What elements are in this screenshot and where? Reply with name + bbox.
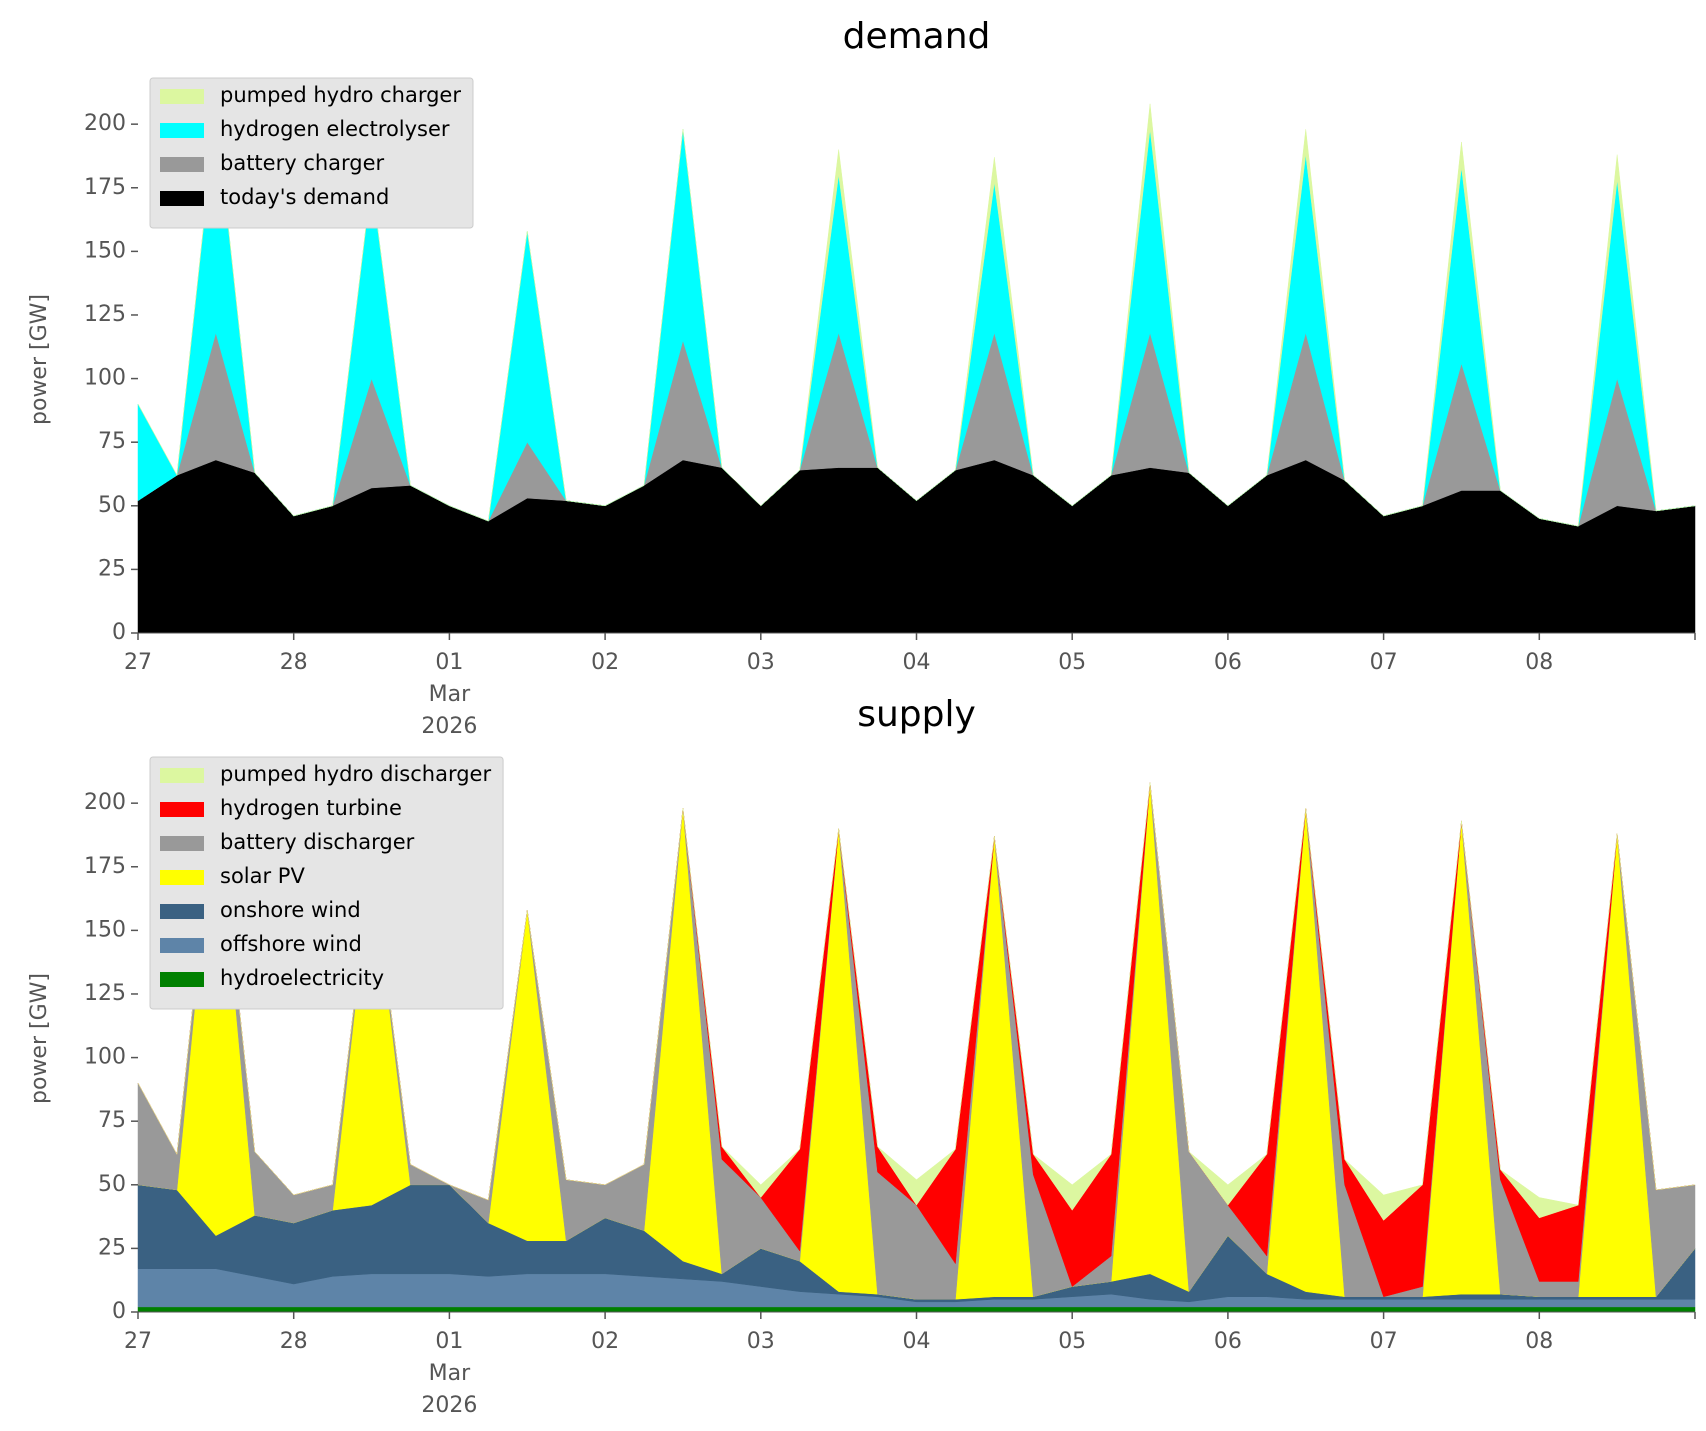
- x-year-label: 2026: [421, 1393, 477, 1418]
- legend-label: battery charger: [220, 151, 385, 175]
- x-tick-label: 02: [591, 1329, 619, 1354]
- y-axis-label: power [GW]: [27, 294, 52, 425]
- y-tick-label: 200: [84, 111, 126, 136]
- y-tick-label: 75: [98, 429, 126, 454]
- legend-swatch: [160, 802, 204, 817]
- y-tick-label: 125: [84, 981, 126, 1006]
- y-tick-label: 100: [84, 366, 126, 391]
- x-month-label: Mar: [429, 1361, 471, 1386]
- legend-swatch: [160, 870, 204, 885]
- legend-swatch: [160, 157, 204, 172]
- x-tick-label: 04: [903, 1329, 931, 1354]
- legend-box: [149, 77, 474, 229]
- legend: pumped hydro charger hydrogen electrolyse…: [149, 77, 474, 229]
- x-tick-label: 27: [124, 650, 152, 675]
- legend-label: hydrogen turbine: [220, 796, 402, 820]
- legend-label: pumped hydro discharger: [220, 762, 491, 786]
- y-tick-label: 100: [84, 1045, 126, 1070]
- legend-swatch: [160, 123, 204, 138]
- area: [137, 103, 1696, 527]
- chart-title: demand: [843, 16, 991, 57]
- x-month-label: Mar: [429, 682, 471, 707]
- x-tick-label: 27: [124, 1329, 152, 1354]
- x-tick-label: 06: [1214, 650, 1242, 675]
- x-year-label: 2026: [421, 714, 477, 739]
- legend-swatch: [160, 89, 204, 104]
- x-tick-label: 28: [280, 1329, 308, 1354]
- x-tick-label: 07: [1370, 1329, 1398, 1354]
- y-tick-label: 50: [98, 493, 126, 518]
- y-tick-label: 75: [98, 1108, 126, 1133]
- x-tick-label: 06: [1214, 1329, 1242, 1354]
- legend-swatch: [160, 938, 204, 953]
- y-axis-label: power [GW]: [27, 973, 52, 1104]
- x-tick-label: 01: [435, 650, 463, 675]
- x-tick-label: 03: [747, 1329, 775, 1354]
- x-tick-label: 08: [1525, 1329, 1553, 1354]
- y-tick-label: 25: [98, 556, 126, 581]
- legend-label: onshore wind: [220, 898, 361, 922]
- x-tick-label: 03: [747, 650, 775, 675]
- x-tick-label: 05: [1058, 1329, 1086, 1354]
- legend-swatch: [160, 768, 204, 783]
- legend-label: pumped hydro charger: [220, 83, 461, 107]
- y-tick-label: 50: [98, 1172, 126, 1197]
- x-tick-label: 08: [1525, 650, 1553, 675]
- legend-label: battery discharger: [220, 830, 415, 854]
- y-tick-label: 25: [98, 1235, 126, 1260]
- legend-box: [149, 756, 504, 1010]
- legend-swatch: [160, 972, 204, 987]
- y-tick-label: 150: [84, 238, 126, 263]
- x-tick-label: 01: [435, 1329, 463, 1354]
- legend-label: hydrogen electrolyser: [220, 117, 450, 141]
- legend-label: today's demand: [220, 185, 389, 209]
- x-tick-label: 05: [1058, 650, 1086, 675]
- chart-title: supply: [857, 694, 976, 735]
- x-tick-label: 02: [591, 650, 619, 675]
- x-tick-label: 28: [280, 650, 308, 675]
- y-tick-label: 0: [112, 620, 126, 645]
- y-tick-label: 200: [84, 790, 126, 815]
- legend-swatch: [160, 191, 204, 206]
- legend: pumped hydro discharger hydrogen turbine b…: [149, 756, 504, 1010]
- y-tick-label: 0: [112, 1299, 126, 1324]
- legend-swatch: [160, 904, 204, 919]
- legend-swatch: [160, 836, 204, 851]
- legend-label: offshore wind: [220, 932, 362, 956]
- y-tick-label: 125: [84, 302, 126, 327]
- y-tick-label: 150: [84, 917, 126, 942]
- x-tick-label: 07: [1370, 650, 1398, 675]
- legend-label: hydroelectricity: [220, 966, 384, 990]
- area: [137, 1306, 1696, 1313]
- legend-label: solar PV: [220, 864, 305, 888]
- y-tick-label: 175: [84, 854, 126, 879]
- y-tick-label: 175: [84, 175, 126, 200]
- x-tick-label: 04: [903, 650, 931, 675]
